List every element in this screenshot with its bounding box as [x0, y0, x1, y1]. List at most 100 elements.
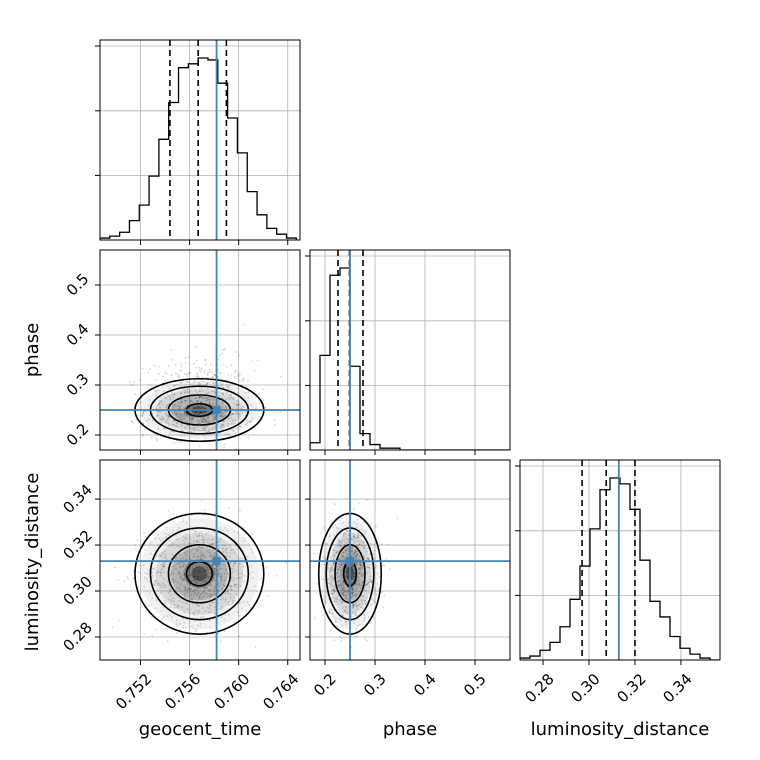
- scatter-point: [258, 416, 260, 418]
- scatter-point: [180, 398, 183, 401]
- scatter-point: [225, 547, 228, 550]
- scatter-point: [209, 584, 212, 587]
- scatter-point: [323, 599, 326, 602]
- scatter-point: [363, 557, 366, 560]
- scatter-point: [350, 566, 353, 569]
- scatter-point: [226, 589, 229, 592]
- scatter-point: [354, 551, 357, 554]
- scatter-point: [267, 573, 270, 576]
- scatter-point: [190, 597, 193, 600]
- scatter-point: [162, 565, 164, 568]
- scatter-point: [176, 619, 178, 622]
- scatter-point: [202, 616, 205, 618]
- scatter-point: [396, 517, 399, 520]
- scatter-point: [214, 551, 216, 554]
- scatter-point: [193, 530, 196, 533]
- scatter-point: [187, 397, 190, 399]
- scatter-point: [178, 571, 180, 574]
- scatter-point: [219, 565, 221, 568]
- scatter-point: [155, 555, 158, 557]
- scatter-point: [208, 598, 211, 601]
- scatter-point: [173, 606, 176, 609]
- scatter-point: [370, 580, 372, 583]
- scatter-point: [193, 613, 196, 616]
- scatter-point: [333, 639, 336, 642]
- scatter-point: [204, 430, 206, 432]
- scatter-point: [168, 434, 171, 437]
- scatter-point: [334, 523, 336, 526]
- scatter-point: [155, 579, 158, 582]
- scatter-point: [362, 595, 365, 597]
- scatter-point: [193, 575, 195, 578]
- scatter-point: [230, 585, 233, 588]
- scatter-point: [158, 403, 161, 405]
- scatter-point: [234, 371, 237, 373]
- scatter-point: [266, 566, 268, 568]
- scatter-point: [357, 536, 360, 538]
- scatter-point: [212, 543, 214, 546]
- scatter-point: [359, 564, 362, 567]
- scatter-point: [220, 598, 222, 601]
- scatter-point: [192, 555, 195, 558]
- scatter-point: [193, 588, 196, 591]
- scatter-point: [206, 606, 209, 609]
- scatter-point: [357, 572, 360, 575]
- scatter-point: [366, 566, 369, 568]
- scatter-point: [243, 580, 245, 583]
- scatter-point: [202, 546, 205, 549]
- scatter-point: [364, 599, 367, 602]
- scatter-point: [372, 552, 375, 555]
- scatter-point: [231, 407, 234, 410]
- scatter-point: [199, 597, 202, 599]
- scatter-point: [172, 597, 175, 600]
- scatter-point: [342, 580, 345, 583]
- scatter-point: [362, 607, 364, 610]
- scatter-point: [174, 579, 177, 582]
- scatter-point: [212, 588, 215, 591]
- scatter-point: [196, 413, 199, 416]
- x-tick-label: 0.5: [460, 670, 490, 700]
- scatter-point: [262, 388, 264, 391]
- density-contour: [167, 544, 232, 604]
- scatter-point: [186, 421, 189, 424]
- panel-frame: [99, 459, 301, 661]
- scatter-point: [332, 588, 335, 591]
- scatter-point: [167, 415, 170, 418]
- scatter-point: [196, 541, 199, 544]
- scatter-point: [236, 399, 239, 402]
- scatter-point: [386, 543, 389, 546]
- scatter-point: [259, 573, 262, 576]
- scatter-point: [213, 373, 216, 376]
- scatter-point: [358, 582, 361, 585]
- scatter-point: [351, 587, 354, 590]
- scatter-point: [196, 375, 199, 378]
- scatter-point: [351, 546, 354, 549]
- scatter-point: [168, 539, 171, 542]
- scatter-point: [230, 567, 233, 570]
- scatter-point: [166, 615, 169, 617]
- scatter-point: [355, 550, 358, 553]
- scatter-point: [190, 399, 193, 402]
- scatter-point: [344, 620, 347, 623]
- scatter-point: [207, 411, 210, 414]
- scatter-point: [239, 585, 242, 588]
- scatter-point: [331, 565, 333, 568]
- density-shade: [140, 518, 259, 630]
- scatter-point: [233, 412, 236, 415]
- scatter-point: [180, 368, 183, 371]
- scatter-point: [191, 410, 193, 413]
- scatter-point: [218, 372, 221, 375]
- scatter-point: [343, 538, 346, 541]
- scatter-point: [209, 604, 211, 607]
- scatter-point: [365, 596, 368, 599]
- scatter-point: [193, 575, 195, 578]
- scatter-point: [350, 586, 353, 589]
- scatter-point: [351, 568, 354, 571]
- scatter-point: [360, 575, 363, 578]
- scatter-point: [189, 538, 192, 540]
- scatter-point: [240, 419, 243, 422]
- scatter-point: [200, 367, 203, 370]
- scatter-point: [336, 598, 339, 601]
- scatter-point: [222, 348, 225, 351]
- scatter-point: [205, 399, 207, 402]
